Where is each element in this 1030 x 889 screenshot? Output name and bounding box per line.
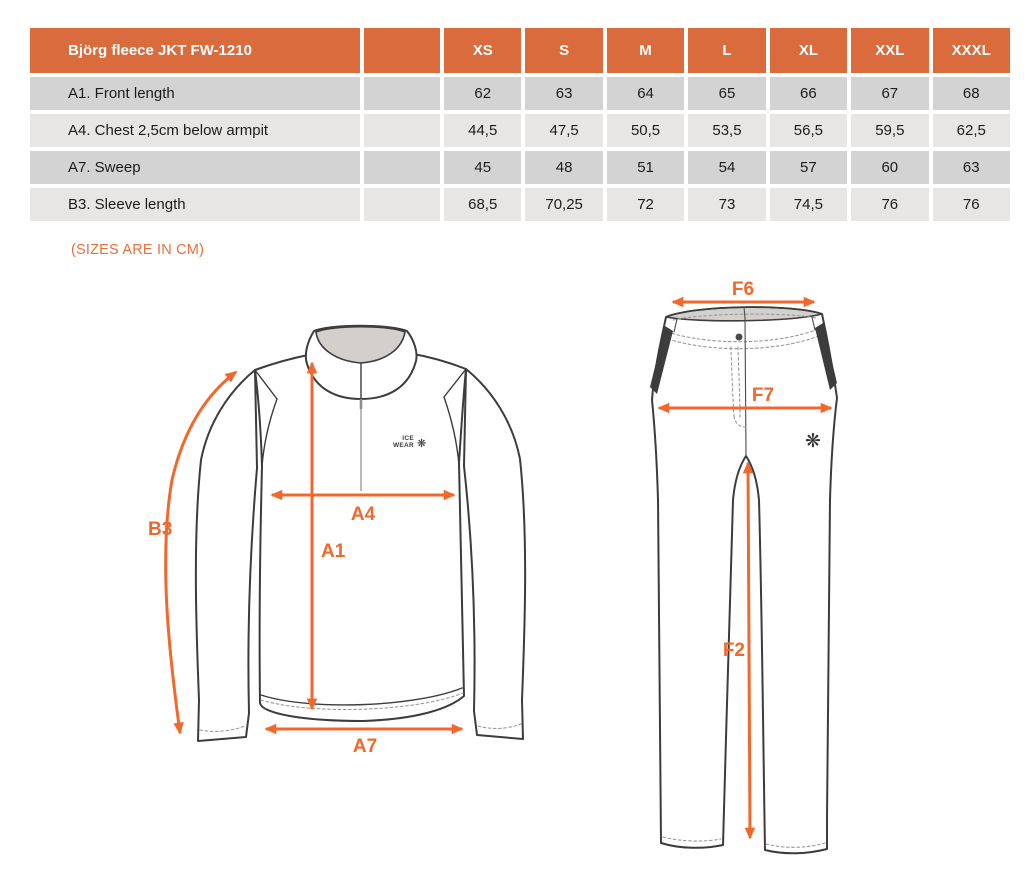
cell-value: 63 [525,77,603,110]
cell-value: 66 [769,77,848,110]
cell-value: 76 [851,188,929,221]
pants-right-hem-stitch [765,842,826,848]
pants-back-waistband-stitch [672,313,817,321]
cell-value: 73 [688,188,766,221]
cell-value: 48 [525,151,603,184]
row-blank-cell [364,114,440,147]
cell-value: 62 [444,77,522,110]
cell-value: 70,25 [525,188,603,221]
size-header-xs: XS [444,28,522,73]
measure-label-f7: F7 [752,385,774,406]
size-table: Björg fleece JKT FW-1210 XS S M L XL XXL… [26,24,1014,225]
pants-fly-j-stitch [733,415,747,428]
pants-right-pocket-edge [811,316,816,331]
cell-value: 57 [769,151,848,184]
size-header-l: L [688,28,766,73]
jacket-logo-text-line2: WEAR [393,442,414,449]
row-blank-cell [364,77,440,110]
measure-label-b3: B3 [148,519,172,540]
measure-label-f2: F2 [723,640,745,661]
measure-label-a1: A1 [321,541,346,562]
jacket-left-shoulder-seam [254,369,278,400]
cell-value: 68,5 [444,188,522,221]
table-row-front-length: A1. Front length 62 63 64 65 66 67 68 [30,77,1010,110]
row-label: A7. Sweep [30,151,360,184]
cell-value: 53,5 [688,114,766,147]
cell-value: 47,5 [525,114,603,147]
jacket-right-raglan-seam [443,396,460,466]
pants-right-pocket [815,323,837,390]
pants-logo-snowflake-icon: ❋ [805,430,821,452]
jacket-right-cuff-stitch [477,723,522,729]
cell-value: 62,5 [932,114,1010,147]
size-header-xxl: XXL [851,28,929,73]
cell-value: 51 [606,151,685,184]
cell-value: 68 [932,77,1010,110]
table-header-blank [364,28,440,73]
measure-label-f6: F6 [732,279,754,300]
row-label: A1. Front length [30,77,360,110]
cell-value: 67 [851,77,929,110]
cell-value: 72 [606,188,685,221]
pants-waist-button [735,333,743,341]
cell-value: 50,5 [606,114,685,147]
cell-value: 45 [444,151,522,184]
cell-value: 44,5 [444,114,522,147]
table-header-row: Björg fleece JKT FW-1210 XS S M L XL XXL… [30,28,1010,73]
table-row-sweep: A7. Sweep 45 48 51 54 57 60 63 [30,151,1010,184]
size-header-s: S [525,28,603,73]
jacket-logo-snowflake-icon: ❋ [417,437,426,450]
jacket-logo-text-line1: ICE [402,435,414,442]
pants-left-pocket-edge [673,318,678,333]
table-row-chest: A4. Chest 2,5cm below armpit 44,5 47,5 5… [30,114,1010,147]
row-label: B3. Sleeve length [30,188,360,221]
jacket-left-sleeve [194,369,258,742]
cell-value: 74,5 [769,188,848,221]
pants-center-back-seam [743,306,746,319]
size-header-m: M [606,28,685,73]
cell-value: 56,5 [769,114,848,147]
jacket-collar-opening [315,325,406,364]
jacket-hem-stitch [260,692,464,711]
cell-value: 59,5 [851,114,929,147]
pants-body [651,306,838,855]
arrow-f2-inseam [742,461,756,840]
row-blank-cell [364,188,440,221]
row-blank-cell [364,151,440,184]
cell-value: 54 [688,151,766,184]
jacket-drawing: ICE WEAR ❋ B3 A1 A4 A7 [148,324,527,757]
table-title: Björg fleece JKT FW-1210 [30,28,360,73]
jacket-right-shoulder-seam [443,368,467,398]
pants-center-front-seam [744,317,747,456]
sizes-note: (SIZES ARE IN CM) [71,242,205,258]
size-header-xxxl: XXXL [932,28,1010,73]
measure-label-a4: A4 [351,504,376,525]
jacket-left-raglan-seam [261,398,278,467]
row-label: A4. Chest 2,5cm below armpit [30,114,360,147]
jacket-hem-seam [260,687,463,706]
jacket-right-sleeve [463,368,527,740]
cell-value: 60 [851,151,929,184]
pants-left-hem-stitch [662,836,722,842]
size-header-xl: XL [769,28,848,73]
cell-value: 76 [932,188,1010,221]
pants-drawing: ❋ F6 F7 F2 [650,279,838,855]
table-row-sleeve-length: B3. Sleeve length 68,5 70,25 72 73 74,5 … [30,188,1010,221]
pants-left-pocket [650,326,673,394]
measure-label-a7: A7 [353,736,377,757]
cell-value: 65 [688,77,766,110]
cell-value: 63 [932,151,1010,184]
arrow-b3-sleeve-length [164,370,238,735]
measurement-diagram: ICE WEAR ❋ B3 A1 A4 A7 [148,279,838,855]
cell-value: 64 [606,77,685,110]
